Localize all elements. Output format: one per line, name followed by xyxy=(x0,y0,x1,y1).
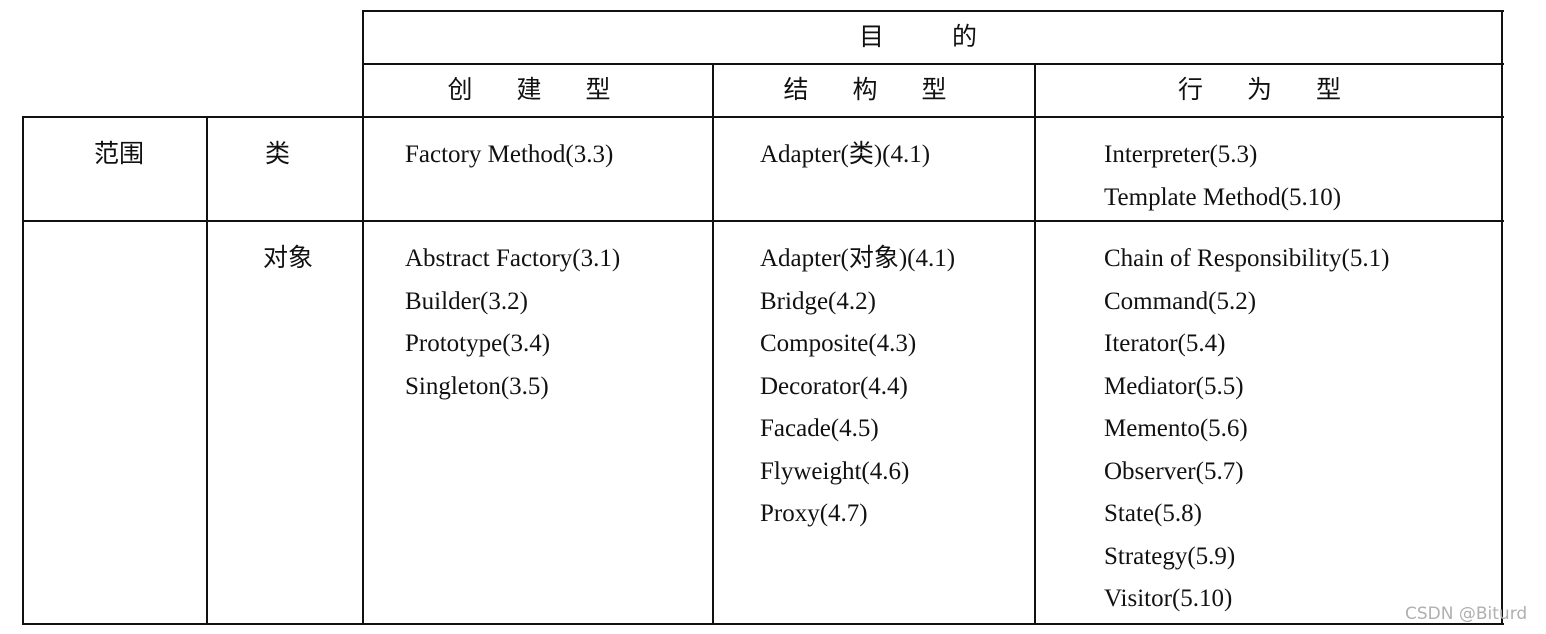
pattern-item: Command(5.2) xyxy=(1104,287,1257,315)
table-border xyxy=(363,10,1504,12)
pattern-item: Decorator(4.4) xyxy=(760,372,908,400)
pattern-item: Adapter(类)(4.1) xyxy=(760,141,931,168)
header-purpose: 目 的 xyxy=(859,22,1007,51)
pattern-item: Flyweight(4.6) xyxy=(760,457,910,485)
pattern-item: Chain of Responsibility(5.1) xyxy=(1104,245,1390,272)
table-border xyxy=(1501,10,1503,625)
cell-class-creational: Factory Method(3.3) xyxy=(405,134,613,177)
table-border xyxy=(22,116,24,625)
pattern-item: Builder(3.2) xyxy=(405,287,528,315)
cell-object-structural: Adapter(对象)(4.1) Bridge(4.2) Composite(4… xyxy=(760,238,955,536)
pattern-item: Template Method(5.10) xyxy=(1104,183,1342,211)
pattern-item: Factory Method(3.3) xyxy=(405,141,614,168)
table-border xyxy=(22,116,1504,118)
pattern-item: Interpreter(5.3) xyxy=(1104,141,1258,168)
pattern-item: Mediator(5.5) xyxy=(1104,372,1244,400)
pattern-item: Bridge(4.2) xyxy=(760,287,876,315)
pattern-item: Strategy(5.9) xyxy=(1104,542,1236,570)
pattern-item: Observer(5.7) xyxy=(1104,457,1244,485)
watermark: CSDN @Biturd xyxy=(1405,604,1528,624)
header-behavioral: 行 为 型 xyxy=(1178,75,1359,104)
scope-object: 对象 xyxy=(263,243,314,272)
header-structural: 结 构 型 xyxy=(783,75,965,104)
pattern-item: Composite(4.3) xyxy=(760,330,917,357)
table-border xyxy=(22,220,1504,222)
pattern-item: Abstract Factory(3.1) xyxy=(405,245,621,272)
cell-object-creational: Abstract Factory(3.1) Builder(3.2) Proto… xyxy=(405,238,620,408)
pattern-item: Singleton(3.5) xyxy=(405,372,549,400)
cell-object-behavioral: Chain of Responsibility(5.1) Command(5.2… xyxy=(1104,238,1389,621)
header-creational: 创 建 型 xyxy=(447,75,629,104)
pattern-item: Adapter(对象)(4.1) xyxy=(760,245,956,272)
pattern-item: Facade(4.5) xyxy=(760,415,879,442)
table-border xyxy=(712,63,714,625)
pattern-item: Prototype(3.4) xyxy=(405,330,551,357)
cell-class-structural: Adapter(类)(4.1) xyxy=(760,134,930,177)
table-border xyxy=(363,63,1504,65)
table-border xyxy=(206,116,208,625)
scope-label: 范围 xyxy=(94,139,145,168)
cell-class-behavioral: Interpreter(5.3) Template Method(5.10) xyxy=(1104,134,1341,219)
pattern-item: Iterator(5.4) xyxy=(1104,330,1226,357)
table-border xyxy=(22,623,1504,625)
table-border xyxy=(1034,63,1036,625)
pattern-item: Visitor(5.10) xyxy=(1104,585,1233,612)
scope-class: 类 xyxy=(265,139,291,168)
pattern-item: State(5.8) xyxy=(1104,500,1202,527)
table-border xyxy=(362,10,364,625)
pattern-item: Proxy(4.7) xyxy=(760,500,868,527)
pattern-item: Memento(5.6) xyxy=(1104,415,1248,442)
